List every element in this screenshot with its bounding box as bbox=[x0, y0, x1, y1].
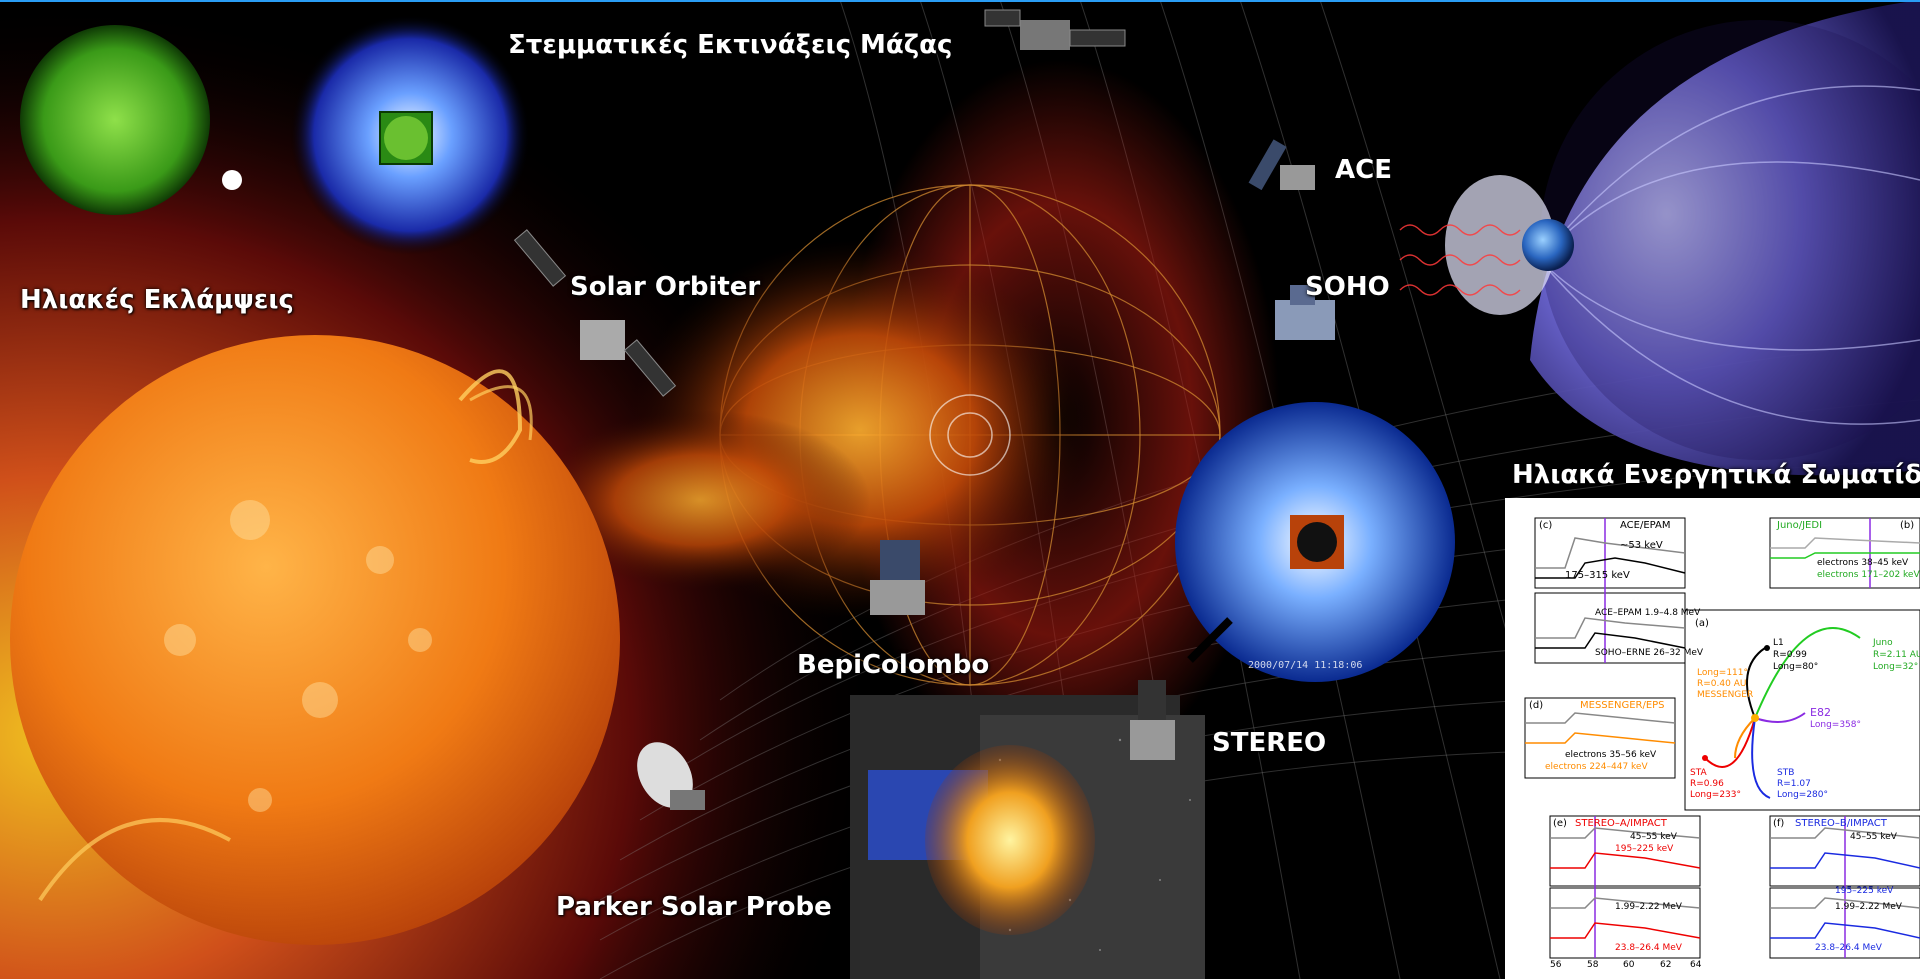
panel-a-l1-long: Long=80° bbox=[1773, 662, 1819, 672]
panel-a-mess-r: R=0.40 AU bbox=[1697, 679, 1747, 689]
x-tick: 64 bbox=[1690, 960, 1702, 970]
panel-a-stb-r: R=1.07 bbox=[1777, 779, 1811, 789]
panel-f-line4: 23.8–26.4 MeV bbox=[1815, 943, 1882, 953]
panel-a-stb: STB bbox=[1777, 768, 1795, 778]
label-bepicolombo: BepiColombo bbox=[797, 650, 990, 680]
panel-c-tag: (c) bbox=[1539, 520, 1553, 531]
panel-e-tag: (e) bbox=[1553, 818, 1567, 829]
panel-c-title: ACE/EPAM bbox=[1620, 520, 1671, 531]
panel-a-tag: (a) bbox=[1695, 618, 1709, 629]
panel-e-line1: 45–55 keV bbox=[1630, 832, 1677, 842]
panel-d-title: MESSENGER/EPS bbox=[1580, 700, 1665, 711]
sep-figure: (c) ACE/EPAM ~53 keV 175–315 keV ACE–EPA… bbox=[1505, 498, 1920, 979]
x-tick: 60 bbox=[1623, 960, 1635, 970]
panel-e-line4: 23.8–26.4 MeV bbox=[1615, 943, 1682, 953]
panel-b-tag: (b) bbox=[1900, 520, 1915, 531]
panel-d-tag: (d) bbox=[1529, 700, 1544, 711]
panel-b-title: Juno/JEDI bbox=[1777, 520, 1823, 531]
panel-b-line1: electrons 38–45 keV bbox=[1817, 558, 1909, 568]
label-solar-orbiter: Solar Orbiter bbox=[570, 272, 761, 302]
panel-a-e82-long: Long=358° bbox=[1810, 720, 1861, 730]
panel-a-sta-r: R=0.96 bbox=[1690, 779, 1724, 789]
panel-a-mess-long: Long=111° bbox=[1697, 668, 1748, 678]
label-cme: Στεμματικές Εκτινάξεις Μάζας bbox=[508, 30, 953, 60]
label-sep: Ηλιακά Ενεργητικά Σωματίδια bbox=[1512, 460, 1920, 490]
panel-f-title: STEREO–B/IMPACT bbox=[1795, 818, 1887, 829]
panel-d-line1: electrons 35–56 keV bbox=[1565, 750, 1657, 760]
x-tick: 58 bbox=[1587, 960, 1599, 970]
label-ace: ACE bbox=[1335, 155, 1392, 185]
panel-d-line2: electrons 224–447 keV bbox=[1545, 762, 1648, 772]
panel-b-line2: electrons 171–202 keV bbox=[1817, 570, 1920, 580]
label-parker: Parker Solar Probe bbox=[556, 892, 832, 922]
panel-a-juno: Juno bbox=[1873, 638, 1893, 648]
panel-c-line4: SOHO–ERNE 26–32 MeV bbox=[1595, 648, 1704, 658]
panel-a-sta: STA bbox=[1690, 768, 1707, 778]
panel-c-line2: 175–315 keV bbox=[1565, 570, 1630, 581]
panel-e-line2: 195–225 keV bbox=[1615, 844, 1674, 854]
panel-a-stb-long: Long=280° bbox=[1777, 790, 1828, 800]
panel-a-juno-long: Long=32° bbox=[1873, 662, 1919, 672]
panel-f-line2: 195–225 keV bbox=[1835, 886, 1894, 896]
panel-f-line1: 45–55 keV bbox=[1850, 832, 1897, 842]
panel-c-line3: ACE–EPAM 1.9–4.8 MeV bbox=[1595, 608, 1701, 618]
coronagraph-timestamp: 2000/07/14 11:18:06 bbox=[1248, 660, 1362, 671]
panel-a-mess: MESSENGER bbox=[1697, 690, 1754, 700]
panel-a-l1: L1 bbox=[1773, 638, 1784, 648]
panel-f-line3: 1.99–2.22 MeV bbox=[1835, 902, 1902, 912]
label-stereo: STEREO bbox=[1212, 728, 1327, 758]
panel-c-line1: ~53 keV bbox=[1620, 540, 1663, 551]
label-soho: SOHO bbox=[1305, 272, 1390, 302]
panel-a-sta-long: Long=233° bbox=[1690, 790, 1741, 800]
panel-a-l1-r: R=0.99 bbox=[1773, 650, 1807, 660]
panel-a-e82: E82 bbox=[1810, 706, 1831, 719]
panel-a-juno-r: R=2.11 AU bbox=[1873, 650, 1920, 660]
x-tick: 56 bbox=[1550, 960, 1562, 970]
sep-figure-plots bbox=[1524, 517, 1920, 959]
x-tick: 62 bbox=[1660, 960, 1672, 970]
label-solar-flares: Ηλιακές Εκλάμψεις bbox=[20, 285, 294, 315]
panel-f-tag: (f) bbox=[1773, 818, 1785, 829]
panel-e-line3: 1.99–2.22 MeV bbox=[1615, 902, 1682, 912]
spacecraft-icon bbox=[513, 9, 1335, 810]
panel-e-title: STEREO–A/IMPACT bbox=[1575, 818, 1667, 829]
